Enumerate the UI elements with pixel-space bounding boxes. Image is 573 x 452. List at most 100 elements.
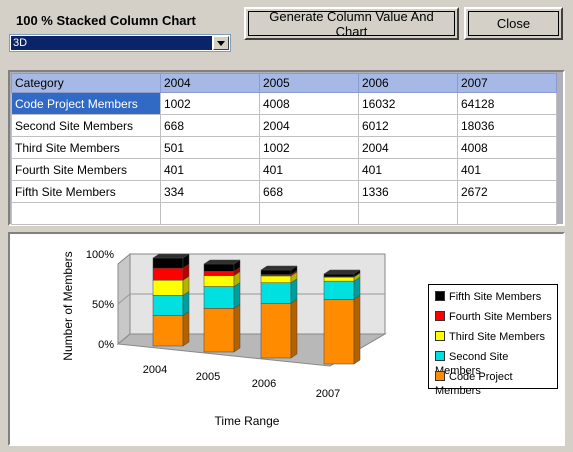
generate-chart-button[interactable]: Generate Column Value And Chart	[244, 7, 459, 40]
table-row[interactable]: Fourth Site Members 401 401 401 401	[11, 158, 557, 181]
table-cell[interactable]	[259, 202, 359, 225]
legend-swatch	[435, 311, 445, 322]
chart-title-label: 100 % Stacked Column Chart	[16, 13, 196, 28]
table-row[interactable]: Second Site Members 668 2004 6012 18036	[11, 114, 557, 137]
table-cell[interactable]: Third Site Members	[11, 136, 161, 159]
bar-segment	[323, 280, 355, 300]
x-tick-label: 2004	[143, 364, 167, 376]
bar-segment-top	[323, 269, 361, 275]
y-tick-label: 50%	[92, 299, 114, 311]
legend-item: Fifth Site Members	[435, 290, 541, 304]
table-cell[interactable]: 4008	[259, 92, 359, 115]
bar-segment	[203, 308, 235, 353]
table-cell[interactable]: 18036	[457, 114, 557, 137]
x-tick-label: 2005	[196, 371, 220, 383]
y-tick-label: 0%	[98, 339, 114, 351]
bar-segment	[203, 263, 235, 272]
data-grid[interactable]: Category 2004 2005 2006 2007 Code Project Me…	[8, 70, 565, 226]
legend-label: Third Site Members	[449, 331, 545, 343]
chart-legend: Fifth Site Members Fourth Site Members Thi…	[428, 284, 558, 397]
table-cell[interactable]: 668	[259, 180, 359, 203]
table-cell[interactable]: 2004	[259, 114, 359, 137]
legend-label: Second Site Members	[435, 351, 509, 377]
table-cell[interactable]: 16032	[358, 92, 458, 115]
bar-segment-side	[233, 282, 241, 309]
table-cell[interactable]: 401	[358, 158, 458, 181]
table-row[interactable]: Fifth Site Members 334 668 1336 2672	[11, 180, 557, 203]
table-row[interactable]: Code Project Members 1002 4008 16032 64128	[11, 92, 557, 115]
bar-segment	[152, 295, 184, 316]
bar-segment-side	[290, 298, 298, 359]
table-cell[interactable]: Fourth Site Members	[11, 158, 161, 181]
table-cell[interactable]	[160, 202, 260, 225]
bar-segment	[203, 275, 235, 287]
bar-segment	[203, 286, 235, 309]
bar-segment	[260, 275, 292, 284]
legend-item: Third Site Members	[435, 330, 545, 344]
bar-segment	[260, 303, 292, 359]
table-cell[interactable]: Fifth Site Members	[11, 180, 161, 203]
bar-segment	[260, 282, 292, 304]
x-tick-label: 2006	[252, 378, 276, 390]
table-cell[interactable]: 501	[160, 136, 260, 159]
legend-swatch	[435, 291, 445, 302]
legend-label: Code Project Members	[435, 371, 513, 397]
table-cell[interactable]: 334	[160, 180, 260, 203]
table-cell[interactable]: 401	[259, 158, 359, 181]
table-cell[interactable]: 4008	[457, 136, 557, 159]
chart-style-dropdown[interactable]: 3D	[9, 34, 231, 52]
legend-item: Second Site Members	[435, 350, 557, 377]
table-cell[interactable]	[11, 202, 161, 225]
table-cell[interactable]: Code Project Members	[11, 92, 161, 115]
bar-segment	[152, 267, 184, 281]
table-cell[interactable]: 401	[457, 158, 557, 181]
table-row-empty[interactable]	[11, 202, 557, 225]
table-header-row: Category 2004 2005 2006 2007	[11, 73, 557, 93]
table-cell[interactable]: Second Site Members	[11, 114, 161, 137]
bar-segment-side	[353, 294, 361, 365]
column-header[interactable]: 2005	[259, 73, 359, 93]
legend-swatch	[435, 331, 445, 342]
bar-segment-top	[203, 259, 241, 265]
table-cell[interactable]: 2004	[358, 136, 458, 159]
bar-segment	[152, 280, 184, 296]
table-cell[interactable]: 668	[160, 114, 260, 137]
table-cell[interactable]: 401	[160, 158, 260, 181]
y-tick-label: 100%	[86, 249, 114, 261]
table-cell[interactable]: 1336	[358, 180, 458, 203]
data-table: Category 2004 2005 2006 2007 Code Project Me…	[11, 73, 557, 225]
legend-item: Fourth Site Members	[435, 310, 552, 324]
column-header[interactable]: 2004	[160, 73, 260, 93]
bar-segment	[323, 273, 355, 277]
table-row[interactable]: Third Site Members 501 1002 2004 4008	[11, 136, 557, 159]
chart-area: 0% 50% 100% Number of Members 2004 2005 2006 20…	[8, 232, 565, 446]
bar-segment	[203, 271, 235, 276]
legend-label: Fifth Site Members	[449, 291, 542, 303]
legend-label: Fourth Site Members	[449, 311, 552, 323]
bar-segment	[152, 315, 184, 347]
bar-segment	[323, 299, 355, 365]
gridline	[117, 293, 131, 305]
bar-segment	[152, 257, 184, 269]
chevron-down-icon[interactable]	[213, 36, 229, 50]
chart-style-value: 3D	[11, 36, 212, 50]
close-button[interactable]: Close	[464, 7, 563, 40]
table-cell[interactable]: 1002	[160, 92, 260, 115]
column-header[interactable]: 2007	[457, 73, 557, 93]
x-tick-label: 2007	[316, 388, 340, 400]
legend-item: Code Project Members	[435, 370, 557, 397]
table-cell[interactable]	[457, 202, 557, 225]
table-cell[interactable]: 64128	[457, 92, 557, 115]
legend-swatch	[435, 351, 445, 362]
bar-segment-top	[260, 265, 298, 271]
bar-segment	[323, 276, 355, 282]
column-header[interactable]: 2006	[358, 73, 458, 93]
table-cell[interactable]: 2672	[457, 180, 557, 203]
table-cell[interactable]: 1002	[259, 136, 359, 159]
column-header[interactable]: Category	[11, 73, 161, 93]
table-cell[interactable]	[358, 202, 458, 225]
bar-segment-side	[233, 303, 241, 353]
bar-segment-top	[152, 253, 190, 259]
table-cell[interactable]: 6012	[358, 114, 458, 137]
y-axis-label: Number of Members	[61, 251, 75, 360]
